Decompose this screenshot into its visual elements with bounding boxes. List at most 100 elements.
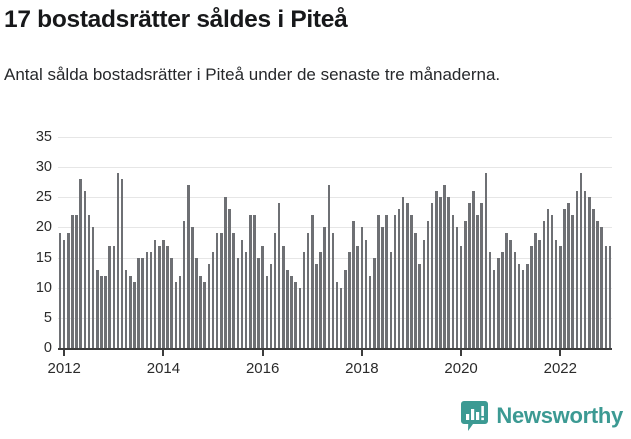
newsworthy-bar-chart-icon <box>461 401 489 431</box>
bars-layer <box>58 126 612 348</box>
grid-line <box>58 167 612 169</box>
bar <box>273 233 277 348</box>
bar <box>269 263 273 348</box>
bar <box>439 197 442 348</box>
bar <box>253 215 256 348</box>
bar <box>513 251 517 348</box>
bar <box>468 203 471 348</box>
bar <box>331 233 335 348</box>
bar <box>191 227 194 348</box>
bar <box>492 269 496 348</box>
bar <box>95 269 99 348</box>
bar <box>195 257 198 348</box>
bar <box>410 215 413 348</box>
bar <box>244 251 248 348</box>
bar <box>67 233 70 348</box>
bar <box>302 251 306 348</box>
bar <box>435 191 438 348</box>
bar <box>372 257 376 348</box>
bar <box>236 257 240 348</box>
bar <box>108 245 111 348</box>
bar <box>248 215 252 348</box>
bar <box>385 215 388 348</box>
bar <box>538 239 541 348</box>
bar <box>104 275 107 348</box>
bar <box>488 251 492 348</box>
y-tick-label: 15 <box>35 249 52 266</box>
bar <box>344 269 347 348</box>
bar <box>166 245 169 348</box>
bar <box>141 257 145 348</box>
y-tick-label: 0 <box>43 340 52 356</box>
bar <box>153 239 157 348</box>
bar <box>463 221 467 348</box>
bar <box>182 221 186 348</box>
bar <box>381 227 384 348</box>
bar <box>530 245 533 348</box>
bar <box>112 245 116 348</box>
bar <box>550 215 554 348</box>
x-axis-line <box>58 348 612 350</box>
bar <box>207 263 211 348</box>
bar <box>116 173 120 348</box>
bar <box>315 263 318 348</box>
bar <box>79 179 83 348</box>
bar <box>418 263 422 348</box>
bar <box>567 203 570 348</box>
bar <box>360 227 364 348</box>
bar <box>120 179 124 348</box>
x-tick <box>162 348 165 356</box>
bar <box>501 251 504 348</box>
bar <box>203 281 207 348</box>
bar <box>62 239 66 348</box>
bar <box>430 203 434 348</box>
bar <box>306 233 310 348</box>
bar <box>575 191 579 348</box>
bar <box>472 191 475 348</box>
x-tick-label: 2018 <box>345 360 379 377</box>
bar <box>406 203 409 348</box>
grid-line <box>58 287 612 289</box>
bar <box>199 275 202 348</box>
bar <box>232 233 235 348</box>
x-tick <box>63 348 66 356</box>
bar <box>174 281 178 348</box>
y-tick-label: 10 <box>35 279 52 296</box>
bar <box>587 197 591 348</box>
bar <box>286 269 289 348</box>
bar <box>129 275 132 348</box>
bar <box>224 197 227 348</box>
bar <box>426 221 430 348</box>
bar <box>451 215 455 348</box>
bar <box>476 215 479 348</box>
bar <box>145 251 149 348</box>
newsworthy-logo[interactable]: Newsworthy <box>461 401 623 431</box>
bar <box>414 233 417 348</box>
bar <box>571 215 574 348</box>
bar <box>348 251 351 348</box>
bar <box>509 239 512 348</box>
bar <box>505 233 508 348</box>
bar <box>133 281 136 348</box>
bar <box>319 251 322 348</box>
bar <box>596 221 599 348</box>
grid-line <box>58 197 612 199</box>
bar <box>563 209 566 348</box>
x-tick-label: 2016 <box>245 360 280 377</box>
bar <box>310 215 314 348</box>
bar <box>377 215 380 348</box>
bar <box>608 245 612 348</box>
bar <box>339 287 343 348</box>
bar <box>298 287 302 348</box>
bar <box>583 191 587 348</box>
bar <box>149 251 153 348</box>
bar <box>389 251 393 348</box>
bar <box>497 257 500 348</box>
bar <box>71 215 74 348</box>
bar <box>100 275 103 348</box>
x-tick-label: 2014 <box>146 360 181 377</box>
bar <box>401 197 405 348</box>
bar <box>397 209 401 348</box>
